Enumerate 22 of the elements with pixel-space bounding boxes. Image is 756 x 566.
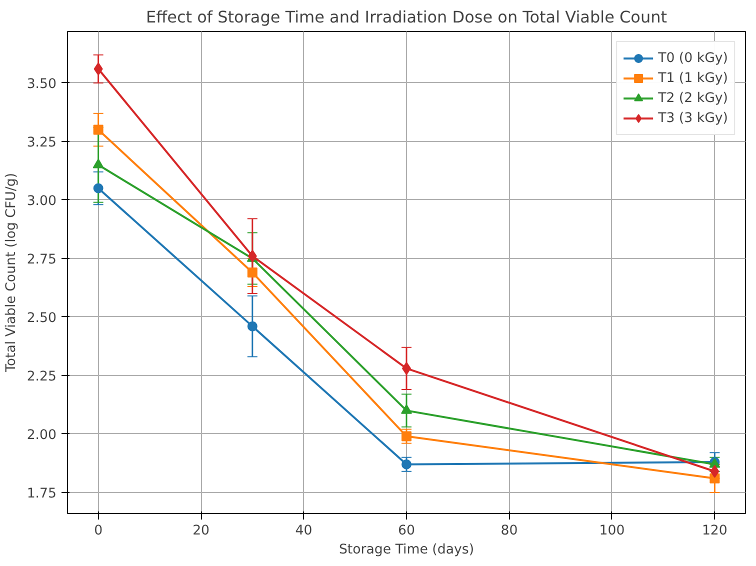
y-tick-label: 1.75	[26, 486, 57, 502]
y-tick-label: 3.00	[26, 194, 57, 209]
y-tick-label: 2.25	[26, 369, 57, 384]
x-tick-label: 120	[702, 524, 728, 538]
x-axis-title: Storage Time (days)	[338, 542, 474, 558]
y-tick-label: 3.25	[26, 135, 57, 150]
y-tick-label: 2.00	[26, 428, 57, 443]
x-tick-label: 0	[94, 524, 103, 538]
legend-label: T0 (0 kGy)	[658, 50, 728, 66]
x-tick-label: 20	[192, 524, 210, 538]
legend-label: T2 (2 kGy)	[658, 90, 728, 106]
legend-label: T1 (1 kGy)	[658, 70, 728, 86]
x-tick-label: 100	[599, 524, 625, 538]
x-tick-label: 40	[295, 524, 312, 538]
y-tick-label: 2.50	[26, 310, 57, 326]
y-tick-label: 3.50	[26, 76, 57, 92]
x-tick-label: 80	[500, 524, 518, 538]
legend-label: T3 (3 kGy)	[658, 110, 728, 126]
x-tick-label: 60	[398, 524, 415, 538]
chart-title: Effect of Storage Time and Irradiation Dose on Total Viable Count	[146, 8, 668, 26]
y-axis-title: Total Viable Count (log CFU/g)	[4, 172, 19, 374]
y-tick-label: 2.75	[26, 252, 57, 268]
